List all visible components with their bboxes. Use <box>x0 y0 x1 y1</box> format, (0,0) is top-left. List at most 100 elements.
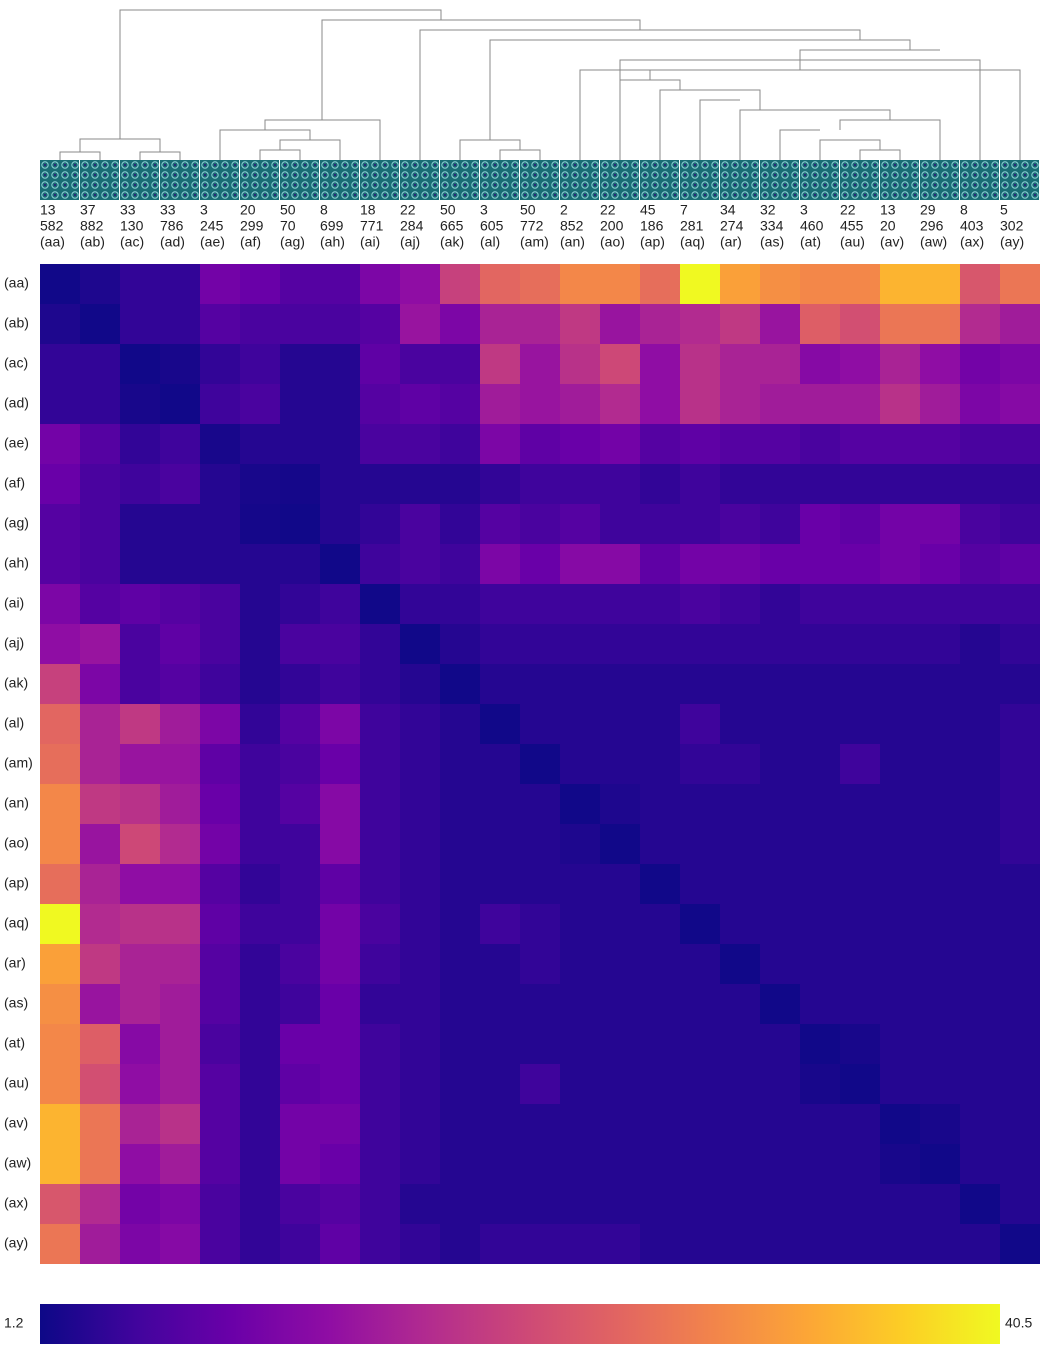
cell <box>320 664 360 704</box>
x-tick-label: 33 <box>120 202 136 218</box>
cell <box>840 864 880 904</box>
cell <box>400 544 440 584</box>
cell <box>400 904 440 944</box>
cell <box>920 304 960 344</box>
x-tick-label: (aj) <box>400 234 420 250</box>
cell <box>640 624 680 664</box>
cell <box>560 424 600 464</box>
x-tick-label: 33 <box>160 202 176 218</box>
x-tick-label: (aa) <box>40 234 65 250</box>
cell <box>280 504 320 544</box>
cell <box>160 984 200 1024</box>
image-tile <box>840 160 879 200</box>
cell <box>320 824 360 864</box>
cell <box>600 624 640 664</box>
image-tile <box>480 160 519 200</box>
cell <box>280 824 320 864</box>
cell <box>840 264 880 304</box>
cell <box>600 664 640 704</box>
cell <box>240 1224 280 1264</box>
cell <box>520 944 560 984</box>
cell <box>440 584 480 624</box>
cell <box>40 1104 80 1144</box>
cell <box>240 864 280 904</box>
x-tick-label: 455 <box>840 218 864 234</box>
cell <box>1000 624 1040 664</box>
cell <box>440 504 480 544</box>
x-tick-label: (ap) <box>640 234 665 250</box>
x-tick-label: 582 <box>40 218 64 234</box>
cell <box>520 1104 560 1144</box>
cell <box>320 904 360 944</box>
cell <box>240 904 280 944</box>
cell <box>440 824 480 864</box>
cell <box>1000 584 1040 624</box>
cell <box>360 744 400 784</box>
cell <box>960 384 1000 424</box>
cell <box>200 424 240 464</box>
cell <box>320 264 360 304</box>
cell <box>120 864 160 904</box>
cell <box>1000 904 1040 944</box>
x-tick-label: 50 <box>440 202 456 218</box>
y-tick-label: (aj) <box>4 635 24 651</box>
cell <box>600 544 640 584</box>
cell <box>320 1144 360 1184</box>
y-tick-label: (aa) <box>4 275 29 291</box>
cell <box>320 504 360 544</box>
cell <box>40 704 80 744</box>
cell <box>920 664 960 704</box>
cell <box>280 264 320 304</box>
image-tile <box>920 160 959 200</box>
cell <box>200 664 240 704</box>
cell <box>920 624 960 664</box>
cell <box>200 1104 240 1144</box>
cell <box>120 344 160 384</box>
cell <box>520 984 560 1024</box>
cell <box>160 344 200 384</box>
cell <box>880 624 920 664</box>
cell <box>840 664 880 704</box>
cell <box>560 1104 600 1144</box>
cell <box>560 544 600 584</box>
cell <box>280 424 320 464</box>
image-tile <box>400 160 439 200</box>
cell <box>920 904 960 944</box>
cell <box>400 1184 440 1224</box>
x-tick-label: 5 <box>1000 202 1008 218</box>
image-tile <box>640 160 679 200</box>
image-strip <box>40 160 1039 200</box>
cell <box>760 704 800 744</box>
cell <box>760 864 800 904</box>
cell <box>760 1024 800 1064</box>
image-tile <box>40 160 79 200</box>
cell <box>480 464 520 504</box>
cell <box>400 304 440 344</box>
cell <box>560 384 600 424</box>
cell <box>840 1144 880 1184</box>
cell <box>160 1104 200 1144</box>
cell <box>960 464 1000 504</box>
cell <box>800 624 840 664</box>
cell <box>120 1224 160 1264</box>
cell <box>680 264 720 304</box>
y-tick-label: (ai) <box>4 595 24 611</box>
x-tick-label: (ar) <box>720 234 742 250</box>
cell <box>240 384 280 424</box>
cell <box>920 464 960 504</box>
cell <box>400 704 440 744</box>
cell <box>80 1024 120 1064</box>
cell <box>320 1104 360 1144</box>
cell <box>240 744 280 784</box>
cell <box>720 504 760 544</box>
x-tick-label: 284 <box>400 218 424 234</box>
cell <box>240 544 280 584</box>
cell <box>880 944 920 984</box>
cell <box>280 1064 320 1104</box>
cell <box>720 984 760 1024</box>
cell <box>920 704 960 744</box>
cell <box>120 784 160 824</box>
cell <box>240 304 280 344</box>
cell <box>640 1144 680 1184</box>
cell <box>640 824 680 864</box>
